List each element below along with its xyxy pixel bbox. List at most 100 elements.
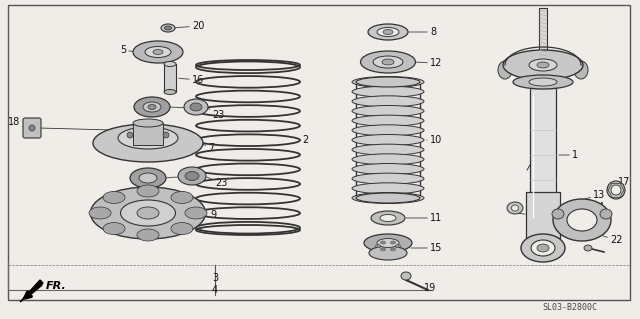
Ellipse shape: [103, 191, 125, 204]
Text: 2: 2: [302, 135, 308, 145]
Ellipse shape: [352, 183, 424, 194]
Ellipse shape: [29, 125, 35, 131]
Ellipse shape: [531, 240, 555, 256]
Ellipse shape: [567, 209, 597, 231]
Text: 8: 8: [409, 27, 436, 37]
Ellipse shape: [369, 246, 407, 260]
Ellipse shape: [356, 77, 420, 87]
Ellipse shape: [137, 229, 159, 241]
Ellipse shape: [611, 185, 621, 195]
Ellipse shape: [529, 78, 557, 86]
Ellipse shape: [161, 24, 175, 32]
FancyBboxPatch shape: [133, 123, 163, 145]
Ellipse shape: [607, 181, 625, 199]
Ellipse shape: [377, 27, 399, 36]
Ellipse shape: [529, 59, 557, 71]
Text: 16: 16: [179, 75, 204, 85]
Ellipse shape: [127, 132, 133, 138]
Text: 6: 6: [166, 171, 196, 181]
Ellipse shape: [553, 199, 611, 241]
FancyBboxPatch shape: [164, 64, 176, 92]
Ellipse shape: [371, 211, 405, 225]
Ellipse shape: [360, 51, 415, 73]
Ellipse shape: [507, 202, 523, 214]
Text: 20: 20: [174, 21, 204, 31]
Ellipse shape: [380, 214, 396, 221]
Ellipse shape: [171, 191, 193, 204]
Ellipse shape: [164, 62, 176, 66]
Ellipse shape: [552, 209, 564, 219]
Text: 1: 1: [559, 150, 578, 160]
Text: 18: 18: [8, 117, 24, 127]
Ellipse shape: [184, 99, 208, 115]
Ellipse shape: [521, 234, 565, 262]
Ellipse shape: [390, 241, 396, 244]
Text: 10: 10: [427, 135, 442, 145]
Ellipse shape: [190, 103, 202, 111]
Ellipse shape: [368, 24, 408, 40]
FancyBboxPatch shape: [530, 88, 556, 222]
Ellipse shape: [352, 115, 424, 126]
Ellipse shape: [352, 86, 424, 97]
Ellipse shape: [137, 207, 159, 219]
Ellipse shape: [390, 248, 396, 251]
Ellipse shape: [145, 47, 171, 57]
Text: 19: 19: [424, 283, 436, 293]
Text: 7: 7: [202, 143, 214, 153]
Ellipse shape: [134, 97, 170, 117]
Ellipse shape: [396, 244, 401, 248]
Ellipse shape: [148, 105, 156, 109]
Text: 17: 17: [616, 177, 630, 187]
Text: 22: 22: [603, 235, 623, 245]
Ellipse shape: [352, 173, 424, 184]
Ellipse shape: [352, 135, 424, 145]
Text: FR.: FR.: [46, 281, 67, 291]
Ellipse shape: [185, 172, 199, 181]
FancyBboxPatch shape: [23, 118, 41, 138]
Ellipse shape: [537, 62, 549, 68]
Ellipse shape: [376, 244, 381, 248]
Ellipse shape: [178, 167, 206, 185]
Ellipse shape: [352, 164, 424, 174]
Ellipse shape: [352, 154, 424, 165]
Ellipse shape: [364, 234, 412, 252]
Ellipse shape: [513, 75, 573, 89]
FancyBboxPatch shape: [372, 82, 404, 198]
Ellipse shape: [137, 185, 159, 197]
Ellipse shape: [89, 207, 111, 219]
Ellipse shape: [352, 96, 424, 107]
Text: 6: 6: [170, 103, 196, 113]
Ellipse shape: [377, 239, 399, 248]
FancyBboxPatch shape: [526, 192, 560, 238]
Text: 14: 14: [577, 202, 605, 212]
Ellipse shape: [503, 50, 583, 80]
Text: 23: 23: [207, 177, 227, 188]
Text: 11: 11: [406, 213, 442, 223]
Ellipse shape: [130, 168, 166, 188]
Ellipse shape: [90, 187, 205, 239]
Ellipse shape: [352, 192, 424, 204]
Ellipse shape: [153, 49, 163, 55]
Ellipse shape: [352, 125, 424, 136]
Ellipse shape: [537, 244, 549, 252]
Ellipse shape: [381, 241, 385, 244]
Ellipse shape: [120, 200, 175, 226]
Ellipse shape: [382, 59, 394, 65]
Ellipse shape: [164, 26, 172, 30]
Ellipse shape: [574, 61, 588, 79]
Polygon shape: [20, 280, 43, 302]
Ellipse shape: [163, 132, 169, 138]
Ellipse shape: [356, 193, 420, 203]
Ellipse shape: [352, 106, 424, 116]
Ellipse shape: [103, 223, 125, 234]
Ellipse shape: [352, 77, 424, 87]
Text: 23: 23: [209, 108, 225, 120]
Ellipse shape: [584, 245, 592, 251]
Ellipse shape: [498, 61, 512, 79]
Ellipse shape: [93, 124, 203, 162]
Text: 21: 21: [518, 210, 540, 220]
Text: 3: 3: [212, 273, 218, 283]
Ellipse shape: [185, 207, 207, 219]
Text: 9: 9: [201, 210, 216, 220]
Ellipse shape: [373, 56, 403, 68]
